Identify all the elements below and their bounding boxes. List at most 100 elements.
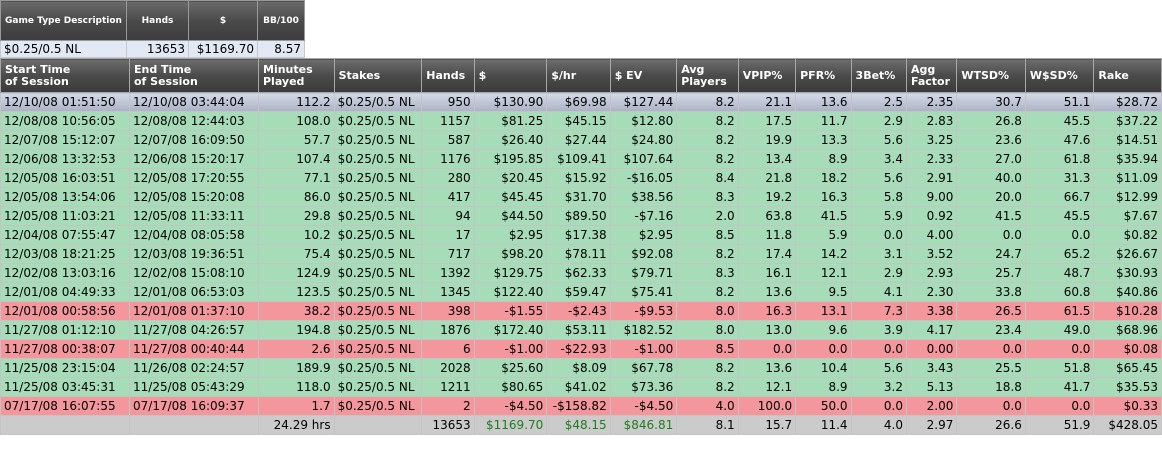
cell-rake: $7.67: [1093, 206, 1162, 226]
summary-row[interactable]: $0.25/0.5 NL 13653 $1169.70 8.57: [0, 40, 305, 58]
session-row[interactable]: 12/05/08 13:54:06 12/05/08 15:20:08 86.0 $0…: [0, 187, 1162, 207]
column-header-hands[interactable]: Hands: [421, 58, 475, 93]
cell-vpip: 0.0: [737, 339, 797, 359]
cell-dollars-per-hour: $8.09: [546, 358, 611, 378]
column-header-agg-factor[interactable]: Agg Factor: [905, 58, 958, 93]
session-row[interactable]: 12/05/08 16:03:51 12/05/08 17:20:55 77.1 $0…: [0, 168, 1162, 188]
column-header-dollars-ev[interactable]: $ EV: [609, 58, 678, 93]
cell-avg-players: 8.3: [676, 187, 739, 207]
cell-pfr: 12.1: [795, 263, 852, 283]
cell-dollars: $172.40: [473, 320, 548, 340]
cell-dollars-ev: -$1.00: [609, 339, 678, 359]
summary-header-hands[interactable]: Hands: [126, 0, 189, 41]
cell-pfr: 8.9: [795, 149, 852, 169]
cell-hands: 6: [421, 339, 475, 359]
column-header-stakes[interactable]: Stakes: [333, 58, 423, 93]
cell-dollars-ev: $182.52: [609, 320, 678, 340]
column-header-end-time[interactable]: End Time of Session: [129, 58, 259, 93]
cell-end-time: 07/17/08 16:09:37: [129, 396, 259, 416]
summary-header-bb100[interactable]: BB/100: [257, 0, 305, 41]
session-row[interactable]: 12/01/08 00:58:56 12/01/08 01:37:10 38.2 $0…: [0, 301, 1162, 321]
session-row[interactable]: 11/27/08 01:12:10 11/27/08 04:26:57 194.8 $…: [0, 320, 1162, 340]
cell-agg-factor: 2.30: [905, 282, 958, 302]
total-hands: 13653: [421, 415, 475, 435]
cell-vpip: 17.4: [737, 244, 797, 264]
cell-minutes-played: 2.6: [258, 339, 335, 359]
cell-dollars-ev: $67.78: [609, 358, 678, 378]
game-type-summary-table: Game Type Description Hands $ BB/100 $0.…: [0, 0, 305, 58]
column-header-vpip[interactable]: VPIP%: [737, 58, 797, 93]
sessions-table: Start Time of Session End Time of Session Mi…: [0, 58, 1162, 435]
session-row[interactable]: 12/01/08 04:49:33 12/01/08 06:53:03 123.5 $…: [0, 282, 1162, 302]
cell-vpip: 21.1: [737, 92, 797, 112]
column-header-3bet[interactable]: 3Bet%: [850, 58, 907, 93]
cell-wsd: 51.1: [1024, 92, 1095, 112]
cell-dollars-ev: $79.71: [609, 263, 678, 283]
cell-hands: 587: [421, 130, 475, 150]
column-header-label: VPIP%: [742, 68, 783, 82]
cell-agg-factor: 0.92: [905, 206, 958, 226]
session-row[interactable]: 12/07/08 15:12:07 12/07/08 16:09:50 57.7 $0…: [0, 130, 1162, 150]
column-header-pfr[interactable]: PFR%: [795, 58, 852, 93]
column-header-label: of Session: [134, 74, 198, 88]
cell-dollars: $130.90: [473, 92, 548, 112]
column-header-rake[interactable]: Rake: [1093, 58, 1162, 93]
cell-wtsd: 24.7: [956, 244, 1026, 264]
session-row[interactable]: 12/06/08 13:32:53 12/06/08 15:20:17 107.4 $…: [0, 149, 1162, 169]
column-header-label: End Time: [134, 62, 192, 76]
cell-dollars: $195.85: [473, 149, 548, 169]
cell-end-time: 12/02/08 15:08:10: [129, 263, 259, 283]
session-row[interactable]: 11/27/08 00:38:07 11/27/08 00:40:44 2.6 $0.…: [0, 339, 1162, 359]
cell-minutes-played: 10.2: [258, 225, 335, 245]
cell-dollars-per-hour: $27.44: [546, 130, 611, 150]
cell-rake: $35.53: [1093, 377, 1162, 397]
cell-agg-factor: 2.83: [905, 111, 958, 131]
total-stakes: [333, 415, 423, 435]
cell-stakes: $0.25/0.5 NL: [333, 377, 423, 397]
total-vpip: 15.7: [737, 415, 797, 435]
column-header-avg-players[interactable]: Avg Players: [676, 58, 739, 93]
session-row[interactable]: 11/25/08 23:15:04 11/26/08 02:24:57 189.9 $…: [0, 358, 1162, 378]
cell-stakes: $0.25/0.5 NL: [333, 111, 423, 131]
session-row[interactable]: 11/25/08 03:45:31 11/25/08 05:43:29 118.0 $…: [0, 377, 1162, 397]
cell-minutes-played: 123.5: [258, 282, 335, 302]
summary-header-dollars[interactable]: $: [188, 0, 258, 41]
cell-hands: 417: [421, 187, 475, 207]
cell-stakes: $0.25/0.5 NL: [333, 263, 423, 283]
total-dollars-per-hour: $48.15: [546, 415, 611, 435]
session-row[interactable]: 07/17/08 16:07:55 07/17/08 16:09:37 1.7 $0.…: [0, 396, 1162, 416]
column-header-minutes-played[interactable]: Minutes Played: [258, 58, 335, 93]
cell-start-time: 12/07/08 15:12:07: [0, 130, 130, 150]
cell-minutes-played: 86.0: [258, 187, 335, 207]
session-row[interactable]: 12/02/08 13:03:16 12/02/08 15:08:10 124.9 $…: [0, 263, 1162, 283]
session-row[interactable]: 12/03/08 18:21:25 12/03/08 19:36:51 75.4 $0…: [0, 244, 1162, 264]
cell-dollars: $20.45: [473, 168, 548, 188]
cell-start-time: 12/05/08 11:03:21: [0, 206, 130, 226]
cell-pfr: 13.6: [795, 92, 852, 112]
cell-rake: $10.28: [1093, 301, 1162, 321]
cell-3bet: 5.6: [850, 168, 907, 188]
cell-stakes: $0.25/0.5 NL: [333, 187, 423, 207]
column-header-dollars[interactable]: $: [473, 58, 548, 93]
cell-3bet: 5.6: [850, 130, 907, 150]
column-header-dollars-per-hour[interactable]: $/hr: [546, 58, 611, 93]
cell-stakes: $0.25/0.5 NL: [333, 168, 423, 188]
cell-dollars: $25.60: [473, 358, 548, 378]
cell-3bet: 2.5: [850, 92, 907, 112]
summary-header-game-type[interactable]: Game Type Description: [0, 0, 127, 41]
cell-wtsd: 20.0: [956, 187, 1026, 207]
cell-start-time: 12/06/08 13:32:53: [0, 149, 130, 169]
session-row[interactable]: 12/04/08 07:55:47 12/04/08 08:05:58 10.2 $0…: [0, 225, 1162, 245]
cell-wsd: 0.0: [1024, 225, 1095, 245]
cell-wsd: 65.2: [1024, 244, 1095, 264]
column-header-wsd[interactable]: W$SD%: [1024, 58, 1095, 93]
total-end-time: [129, 415, 259, 435]
cell-rake: $68.96: [1093, 320, 1162, 340]
session-row[interactable]: 12/05/08 11:03:21 12/05/08 11:33:11 29.8 $0…: [0, 206, 1162, 226]
column-header-start-time[interactable]: Start Time of Session: [0, 58, 130, 93]
session-row[interactable]: 12/10/08 01:51:50 12/10/08 03:44:04 112.2 $…: [0, 92, 1162, 112]
session-row[interactable]: 12/08/08 10:56:05 12/08/08 12:44:03 108.0 $…: [0, 111, 1162, 131]
cell-dollars-per-hour: $17.38: [546, 225, 611, 245]
column-header-wtsd[interactable]: WTSD%: [956, 58, 1026, 93]
cell-dollars-per-hour: $53.11: [546, 320, 611, 340]
